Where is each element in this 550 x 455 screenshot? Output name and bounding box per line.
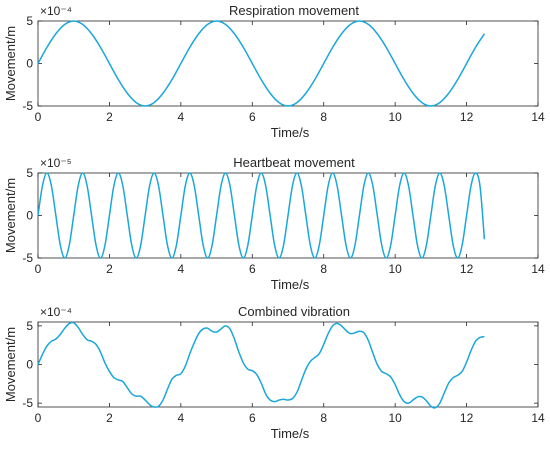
- combined-ylabel: Movement/m: [3, 327, 18, 402]
- combined-xtick-label: 10: [388, 411, 402, 425]
- respiration-xtick-label: 2: [106, 110, 113, 124]
- combined-ytick-label: 5: [26, 319, 33, 333]
- respiration-xlabel: Time/s: [271, 125, 310, 140]
- respiration-series-line: [37, 20, 486, 107]
- respiration-xtick-label: 6: [249, 110, 256, 124]
- combined-series-line: [37, 321, 485, 409]
- combined-xtick-label: 4: [178, 411, 185, 425]
- combined-xtick-label: 8: [320, 411, 327, 425]
- combined-ytick-label: 0: [26, 358, 33, 372]
- heartbeat-panel: 0 2 4 6 8 10 12 14-505×10⁻⁵ Heartbeat movementTi…: [3, 155, 545, 292]
- respiration-ytick-label: 5: [26, 14, 33, 28]
- heartbeat-xtick-label: 14: [531, 262, 545, 276]
- respiration-xtick-label: 14: [531, 110, 545, 124]
- combined-exponent-label: ×10⁻⁴: [40, 305, 72, 319]
- heartbeat-exponent-label: ×10⁻⁵: [40, 156, 72, 170]
- heartbeat-xtick-label: 6: [249, 262, 256, 276]
- combined-xtick-label: 6: [249, 411, 256, 425]
- heartbeat-xlabel: Time/s: [271, 277, 310, 292]
- respiration-xtick-label: 4: [178, 110, 185, 124]
- respiration-xtick-label: 0: [35, 110, 42, 124]
- respiration-ytick-label: 0: [26, 57, 33, 71]
- heartbeat-xtick-label: 4: [178, 262, 185, 276]
- respiration-title: Respiration movement: [229, 3, 359, 18]
- heartbeat-xtick-label: 2: [106, 262, 113, 276]
- heartbeat-ytick-label: -5: [22, 251, 33, 265]
- heartbeat-series-line: [37, 172, 486, 259]
- combined-panel: 0 2 4 6 8 10 12 14-505×10⁻⁴ Combined vibrationTi…: [3, 304, 545, 441]
- combined-xlabel: Time/s: [271, 426, 310, 441]
- combined-title: Combined vibration: [238, 304, 350, 319]
- combined-xtick-label: 0: [35, 411, 42, 425]
- respiration-axes-box: [37, 20, 539, 107]
- heartbeat-title: Heartbeat movement: [233, 155, 355, 170]
- respiration-ylabel: Movement/m: [3, 26, 18, 101]
- combined-ytick-label: -5: [22, 396, 33, 410]
- heartbeat-xtick-label: 0: [35, 262, 42, 276]
- combined-axes-box: [37, 321, 539, 408]
- heartbeat-ytick-label: 0: [26, 209, 33, 223]
- heartbeat-ylabel: Movement/m: [3, 178, 18, 253]
- heartbeat-xtick-label: 12: [460, 262, 474, 276]
- respiration-xtick-label: 10: [388, 110, 402, 124]
- respiration-xtick-label: 12: [460, 110, 474, 124]
- heartbeat-xtick-label: 10: [388, 262, 402, 276]
- respiration-exponent-label: ×10⁻⁴: [40, 4, 72, 18]
- combined-xtick-label: 12: [460, 411, 474, 425]
- heartbeat-ytick-label: 5: [26, 166, 33, 180]
- combined-xtick-label: 14: [531, 411, 545, 425]
- respiration-panel: 0 2 4 6 8 10 12 14-505×10⁻⁴ Respiration movement…: [3, 3, 545, 140]
- combined-xtick-label: 2: [106, 411, 113, 425]
- respiration-xtick-label: 8: [320, 110, 327, 124]
- heartbeat-xtick-label: 8: [320, 262, 327, 276]
- respiration-ytick-label: -5: [22, 99, 33, 113]
